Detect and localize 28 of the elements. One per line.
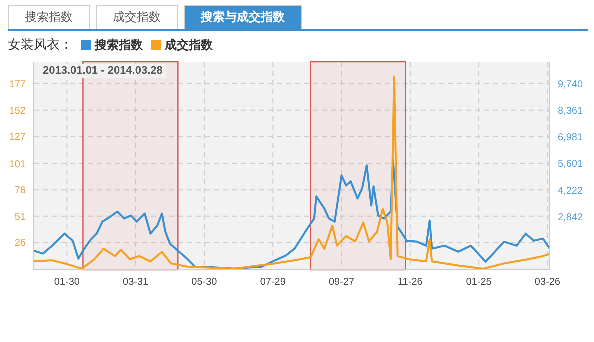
y2-tick-label: 5,601 (558, 159, 584, 170)
y2-tick-label: 8,361 (558, 106, 584, 118)
x-tick-label: 01-25 (466, 277, 492, 288)
x-tick-label: 05-30 (192, 277, 218, 288)
text: 搜索指数 (8, 5, 90, 29)
y2-tick-label: 6,981 (558, 132, 584, 144)
y-tick-label: 127 (9, 132, 26, 144)
y2-tick-label: 9,740 (558, 80, 584, 91)
x-tick-label: 01-30 (54, 277, 80, 288)
x-tick-label: 11-26 (398, 277, 424, 288)
chart-subtitle: 2013.01.01 - 2014.03.28 (40, 64, 166, 78)
y2-tick-label: 2,842 (558, 212, 584, 224)
y-tick-label: 101 (9, 159, 26, 170)
x-tick-label: 07-29 (260, 277, 286, 288)
legend-title: 女装风衣： (8, 36, 73, 54)
y2-tick-label: 4,222 (558, 186, 584, 197)
y-tick-label: 177 (9, 80, 26, 91)
x-tick-label: 03-26 (534, 277, 561, 288)
legend-label: 成交指数 (164, 36, 213, 54)
x-tick-label: 03-31 (123, 277, 150, 288)
y-tick-label: 76 (14, 186, 26, 197)
x-tick-label: 09-27 (328, 277, 355, 288)
text: 成交指数 (96, 5, 178, 29)
text: 搜索与成交指数 (184, 5, 302, 29)
y-tick-label: 51 (14, 212, 26, 223)
y-tick-label: 152 (9, 106, 26, 117)
y-tick-label: 26 (14, 238, 26, 250)
legend-label: 搜索指数 (94, 36, 143, 54)
